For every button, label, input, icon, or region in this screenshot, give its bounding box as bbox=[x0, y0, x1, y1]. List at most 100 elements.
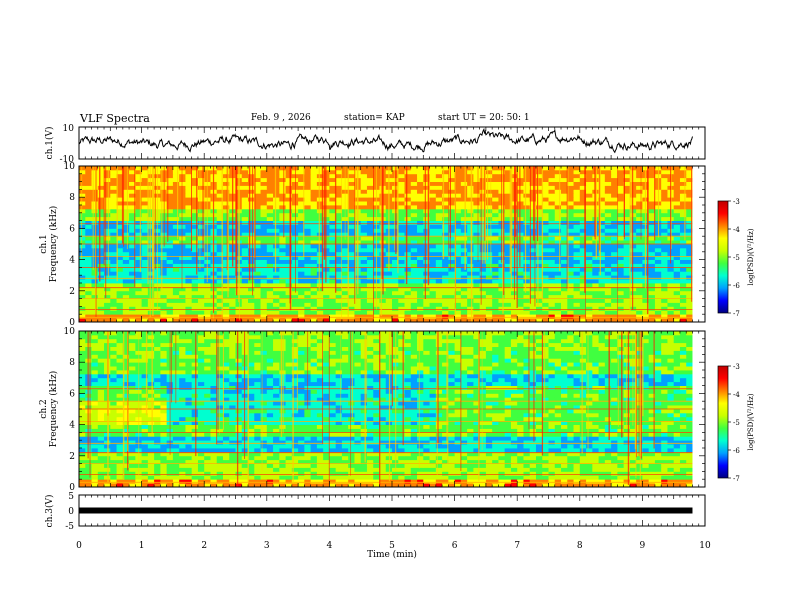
spectrogram-cell bbox=[154, 318, 161, 323]
spectrogram-cell bbox=[548, 224, 556, 229]
spectrogram-cell bbox=[504, 240, 512, 245]
spectrogram-cell bbox=[467, 193, 474, 198]
spectrogram-cell bbox=[429, 318, 437, 323]
spectrogram-cell bbox=[686, 255, 693, 260]
spectrogram-cell bbox=[166, 197, 174, 202]
spectrogram-cell bbox=[485, 169, 493, 175]
spectrogram-cell bbox=[467, 173, 474, 179]
spectrogram-cell bbox=[442, 298, 449, 303]
spectrogram-cell bbox=[85, 216, 92, 221]
spectrogram-cell bbox=[586, 228, 593, 233]
spectrogram-cell bbox=[535, 208, 543, 214]
spectrogram-cell bbox=[548, 201, 556, 206]
spectrogram-cell bbox=[316, 216, 324, 221]
spectrogram-cell bbox=[166, 267, 174, 272]
spectrogram-cell bbox=[285, 251, 293, 257]
spectrogram-cell bbox=[91, 251, 99, 257]
spectrogram-cell bbox=[260, 286, 268, 292]
spectrogram-cell bbox=[542, 208, 549, 214]
spectrogram-cell bbox=[492, 318, 499, 323]
spectrogram-cell bbox=[629, 181, 637, 186]
spectrogram-cell bbox=[179, 471, 186, 476]
spectrogram-cell bbox=[273, 471, 280, 476]
spectrogram-cell bbox=[623, 185, 631, 190]
spectrogram-cell bbox=[661, 244, 668, 249]
spectrogram-cell bbox=[686, 189, 693, 194]
spectrogram-cell bbox=[673, 193, 681, 198]
spectrogram-cell bbox=[435, 283, 443, 288]
spectrogram-cell bbox=[604, 208, 612, 214]
spectrogram-cell bbox=[310, 275, 318, 280]
spectrogram-cell bbox=[410, 247, 418, 253]
spectrogram-cell bbox=[348, 483, 355, 488]
spectrogram-cell bbox=[197, 251, 205, 257]
spectrogram-cell bbox=[442, 267, 449, 272]
spectrogram-cell bbox=[561, 205, 568, 210]
spectrogram-cell bbox=[291, 298, 299, 303]
spectrogram-cell bbox=[341, 479, 349, 484]
spectrogram-cell bbox=[122, 275, 130, 280]
spectrogram-cell bbox=[617, 212, 625, 218]
spectrogram-cell bbox=[279, 475, 286, 480]
spectrogram-cell bbox=[435, 240, 443, 245]
spectrogram-cell bbox=[291, 255, 299, 260]
spectrogram-cell bbox=[442, 228, 449, 233]
spectrogram-cell bbox=[417, 271, 424, 276]
spectrogram-cell bbox=[454, 166, 462, 171]
spectrogram-cell bbox=[191, 475, 199, 480]
spectrogram-cell bbox=[523, 220, 531, 225]
spectrogram-cell bbox=[435, 205, 443, 210]
spectrogram-cell bbox=[667, 479, 675, 484]
spectrogram-cell bbox=[185, 286, 193, 292]
spectrogram-cell bbox=[204, 475, 211, 480]
spectrogram-cell bbox=[454, 216, 462, 221]
spectrogram-cell bbox=[185, 467, 193, 472]
spectrogram-cell bbox=[197, 216, 205, 221]
spectrogram-cell bbox=[260, 197, 268, 202]
spectrogram-cell bbox=[467, 255, 474, 260]
spectrogram-cell bbox=[241, 166, 249, 171]
spectrogram-cell bbox=[498, 475, 506, 480]
spectrogram-cell bbox=[636, 286, 643, 292]
spectrogram-cell bbox=[454, 475, 462, 480]
spectrogram-cell bbox=[454, 251, 462, 257]
spectrogram-cell bbox=[191, 483, 199, 488]
spectrogram-cell bbox=[229, 279, 236, 284]
spectrogram-cell bbox=[398, 220, 405, 225]
spectrogram-cell bbox=[298, 197, 305, 202]
spectrogram-cell bbox=[423, 166, 430, 171]
spectrogram-cell bbox=[554, 298, 562, 303]
spectrogram-cell bbox=[210, 483, 218, 488]
spectrogram-cell bbox=[648, 177, 656, 182]
spectrogram-cell bbox=[79, 267, 86, 272]
spectrogram-cell bbox=[473, 279, 481, 284]
spectrogram-cell bbox=[423, 263, 430, 268]
spectrogram-cell bbox=[79, 177, 86, 182]
spectrogram-cell bbox=[686, 298, 693, 303]
spectrogram-cell bbox=[629, 224, 637, 229]
spectrogram-cell bbox=[273, 283, 280, 288]
spectrogram-cell bbox=[254, 283, 261, 288]
spectrogram-cell bbox=[285, 216, 293, 221]
spectrogram-cell bbox=[611, 173, 618, 179]
spectrogram-cell bbox=[160, 236, 168, 241]
spectrogram-cell bbox=[291, 483, 299, 488]
spectrogram-cell bbox=[216, 185, 224, 190]
spectrogram-cell bbox=[504, 173, 512, 179]
spectrogram-cell bbox=[316, 263, 324, 268]
spectrogram-cell bbox=[110, 294, 117, 299]
spectrogram-cell bbox=[492, 224, 499, 229]
spectrogram-cell bbox=[222, 181, 230, 186]
spectrogram-cell bbox=[623, 247, 631, 253]
spectrogram-cell bbox=[579, 166, 587, 171]
spectrogram-cell bbox=[147, 251, 155, 257]
spectrogram-cell bbox=[279, 181, 286, 186]
spectrogram-cell bbox=[329, 197, 337, 202]
spectrogram-cell bbox=[329, 232, 337, 237]
spectrogram-cell bbox=[279, 302, 286, 307]
spectrogram-cell bbox=[241, 181, 249, 186]
spectrogram-cell bbox=[248, 279, 255, 284]
spectrogram-cell bbox=[85, 166, 92, 171]
spectrogram-cell bbox=[310, 302, 318, 307]
spectrogram-cell bbox=[110, 216, 117, 221]
